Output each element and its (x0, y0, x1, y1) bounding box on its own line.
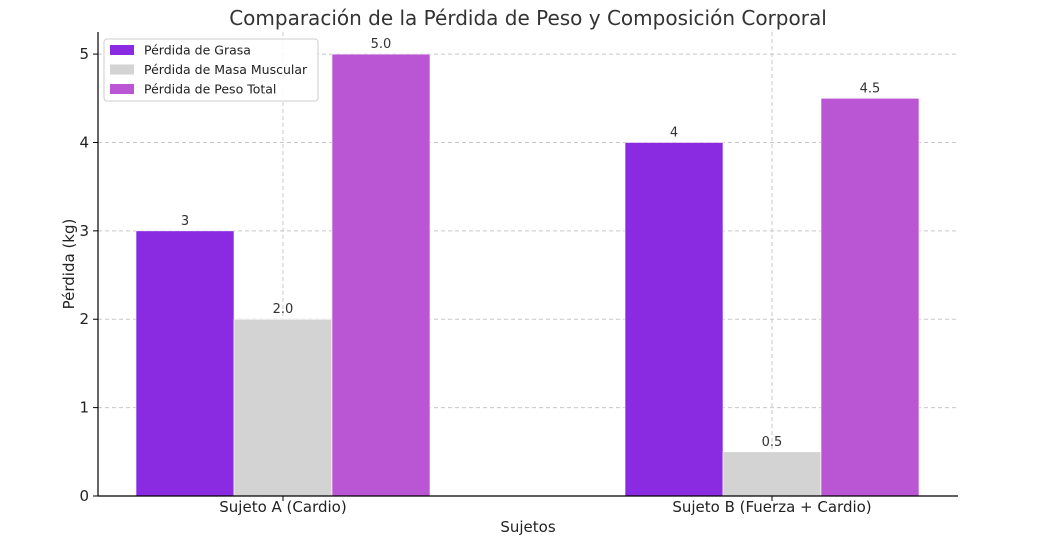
bar (233, 318, 333, 497)
y-tick-label: 4 (79, 133, 89, 151)
y-tick-label: 5 (79, 45, 89, 63)
legend-swatch (110, 84, 134, 94)
legend-box (103, 38, 319, 102)
x-tick-label: Sujeto B (Fuerza + Cardio) (672, 498, 871, 516)
y-tick-label: 2 (79, 310, 89, 328)
bar-value-label: 2.0 (273, 302, 294, 317)
chart-title: Comparación de la Pérdida de Peso y Comp… (229, 6, 827, 30)
value-labels: 3 4 2.0 0.5 5.0 4.5 (181, 37, 880, 450)
y-axis-label: Pérdida (kg) (60, 219, 78, 310)
bar-value-label: 4 (670, 125, 678, 140)
legend-swatch (110, 64, 134, 75)
bar-value-label: 5.0 (371, 37, 392, 52)
legend-label: Pérdida de Peso Total (144, 82, 276, 97)
legend-label: Pérdida de Grasa (144, 43, 251, 58)
axes (97, 32, 958, 497)
bar (624, 142, 724, 497)
y-tick-label: 1 (79, 399, 89, 417)
bar (135, 230, 235, 497)
bar (331, 53, 431, 497)
y-ticks: 0 1 2 3 4 5 (79, 45, 98, 505)
bar-value-label: 3 (181, 214, 189, 229)
bar (722, 451, 822, 497)
bar-value-label: 0.5 (762, 435, 783, 450)
bars (135, 53, 920, 497)
bar (820, 97, 920, 497)
y-tick-label: 0 (79, 487, 89, 505)
x-ticks: Sujeto A (Cardio) Sujeto B (Fuerza + Card… (219, 496, 872, 516)
legend: Pérdida de Grasa Pérdida de Masa Muscular… (103, 38, 319, 102)
x-axis-label: Sujetos (500, 518, 555, 536)
bar-value-label: 4.5 (860, 81, 881, 96)
y-tick-label: 3 (79, 222, 89, 240)
x-tick-label: Sujeto A (Cardio) (219, 498, 346, 516)
legend-swatch (110, 45, 134, 55)
legend-label: Pérdida de Masa Muscular (144, 62, 308, 77)
